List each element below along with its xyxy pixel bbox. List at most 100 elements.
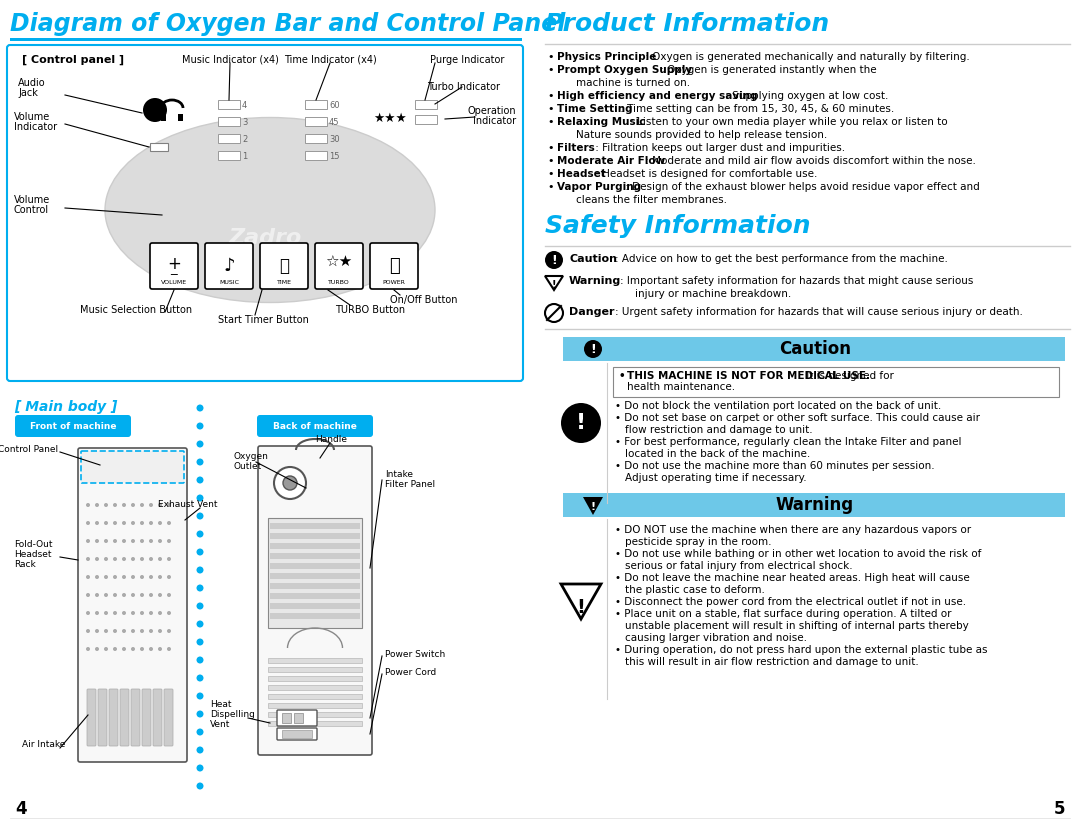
Circle shape [131,629,135,633]
FancyBboxPatch shape [87,689,96,746]
FancyBboxPatch shape [78,448,187,762]
Text: Control Panel: Control Panel [0,445,58,454]
Circle shape [131,593,135,597]
Bar [270,603,360,609]
Circle shape [149,503,153,507]
Text: : Moderate and mild air flow avoids discomfort within the nose.: : Moderate and mild air flow avoids disc… [642,156,976,166]
FancyBboxPatch shape [131,689,140,746]
Circle shape [197,692,203,700]
Circle shape [122,557,126,561]
Bar [218,100,240,109]
Text: VOLUME: VOLUME [161,280,187,285]
Text: Headset: Headset [14,550,52,559]
Bar [563,337,1065,361]
Text: : Oxygen is generated mechanically and naturally by filtering.: : Oxygen is generated mechanically and n… [642,52,970,62]
Bar [268,658,362,663]
Text: •: • [546,104,554,114]
Circle shape [140,629,144,633]
Circle shape [104,611,108,615]
Text: Danger: Danger [569,307,615,317]
Bar [268,703,362,708]
Text: Jack: Jack [18,88,38,98]
Text: injury or machine breakdown.: injury or machine breakdown. [635,289,792,299]
Text: Physics Principle: Physics Principle [557,52,657,62]
Text: • Do not block the ventilation port located on the back of unit.: • Do not block the ventilation port loca… [615,401,942,411]
Text: • During operation, do not press hard upon the external plastic tube as: • During operation, do not press hard up… [615,645,987,655]
Bar [218,151,240,160]
Circle shape [197,603,203,609]
Text: Diagram of Oxygen Bar and Control Panel: Diagram of Oxygen Bar and Control Panel [10,12,565,36]
FancyBboxPatch shape [164,689,173,746]
Bar [305,151,327,160]
Circle shape [197,764,203,772]
Text: health maintenance.: health maintenance. [627,382,735,392]
Text: ⏰: ⏰ [279,257,289,275]
Bar [305,134,327,143]
Circle shape [167,539,171,543]
Circle shape [167,503,171,507]
Circle shape [197,566,203,574]
Circle shape [131,575,135,579]
Bar [270,553,360,559]
Circle shape [149,647,153,651]
Bar [282,713,291,723]
Text: : Supplying oxygen at low cost.: : Supplying oxygen at low cost. [723,91,889,101]
Text: • Do not set base on carpet or other soft surface. This could cause air: • Do not set base on carpet or other sof… [615,413,980,423]
FancyBboxPatch shape [276,728,318,740]
Text: •: • [546,117,554,127]
Circle shape [167,557,171,561]
Text: • Do not use while bathing or in other wet location to avoid the risk of: • Do not use while bathing or in other w… [615,549,982,559]
FancyBboxPatch shape [260,243,308,289]
FancyBboxPatch shape [370,243,418,289]
Circle shape [140,647,144,651]
Circle shape [113,521,117,525]
Text: Control: Control [14,205,49,215]
Text: • Place unit on a stable, flat surface during operation. A tilted or: • Place unit on a stable, flat surface d… [615,609,951,619]
Circle shape [86,593,90,597]
Circle shape [167,647,171,651]
Circle shape [197,477,203,483]
Text: Warning: Warning [569,276,621,286]
Circle shape [95,647,99,651]
Text: Prompt Oxygen Supply: Prompt Oxygen Supply [557,65,692,75]
Circle shape [149,539,153,543]
Text: machine is turned on.: machine is turned on. [563,78,690,88]
Text: 5: 5 [1053,800,1065,818]
Text: [ Main body ]: [ Main body ] [14,400,118,414]
Circle shape [95,557,99,561]
Text: Back of machine: Back of machine [273,422,356,431]
Text: It is designed for: It is designed for [804,371,894,381]
Bar [270,583,360,589]
Circle shape [140,503,144,507]
Circle shape [197,459,203,465]
Text: the plastic case to deform.: the plastic case to deform. [625,585,765,595]
Text: Volume: Volume [14,195,51,205]
Text: Indicator: Indicator [14,122,57,132]
Text: • For best performance, regularly clean the Intake Filter and panel: • For best performance, regularly clean … [615,437,961,447]
Bar [563,493,1065,517]
Text: 60: 60 [329,101,339,110]
Bar [178,114,183,121]
Text: : Time setting can be from 15, 30, 45, & 60 minutes.: : Time setting can be from 15, 30, 45, &… [617,104,894,114]
Text: !: ! [551,253,557,266]
Text: Safety Information: Safety Information [545,214,810,238]
Bar [294,713,303,723]
Text: Vent: Vent [210,720,230,729]
Bar [613,367,1059,397]
Ellipse shape [105,118,435,302]
Text: On/Off Button: On/Off Button [390,295,458,305]
Text: : Filtration keeps out larger dust and impurities.: : Filtration keeps out larger dust and i… [592,143,846,153]
Text: THIS MACHINE IS NOT FOR MEDICAL USE.: THIS MACHINE IS NOT FOR MEDICAL USE. [627,371,870,381]
FancyBboxPatch shape [205,243,253,289]
Text: Music Indicator (x4): Music Indicator (x4) [181,55,279,65]
Text: 3: 3 [242,118,247,127]
Circle shape [197,728,203,736]
FancyBboxPatch shape [109,689,118,746]
Text: 4: 4 [15,800,27,818]
Circle shape [104,557,108,561]
Bar [218,117,240,126]
Text: serious or fatal injury from electrical shock.: serious or fatal injury from electrical … [625,561,852,571]
Text: !: ! [577,598,585,616]
Text: POWER: POWER [382,280,405,285]
Circle shape [131,503,135,507]
